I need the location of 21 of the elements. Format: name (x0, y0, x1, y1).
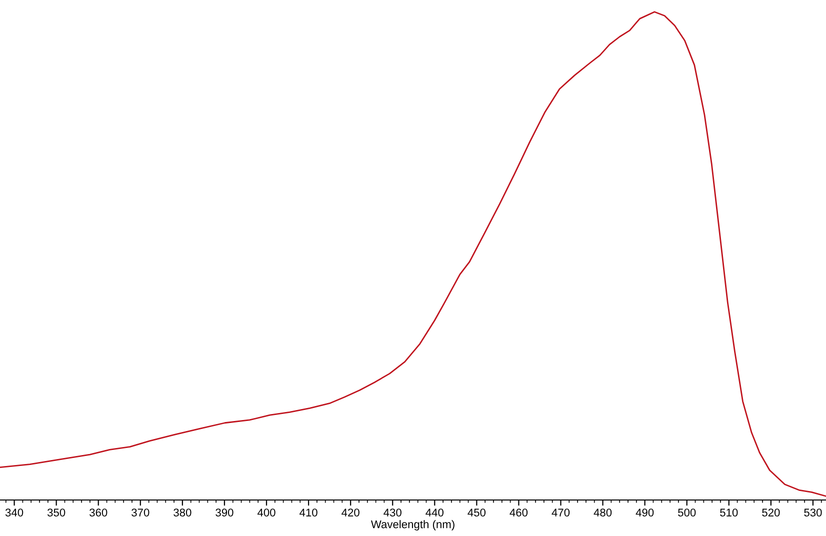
x-tick-label: 430 (384, 508, 402, 516)
x-tick-label: 410 (300, 508, 318, 516)
x-tick-label: 360 (90, 508, 108, 516)
x-tick-label: 510 (720, 508, 738, 516)
x-tick-label: 450 (468, 508, 486, 516)
x-tick-label: 480 (594, 508, 612, 516)
x-tick-label: 390 (216, 508, 234, 516)
x-tick-label: 470 (552, 508, 570, 516)
x-tick-label: 490 (636, 508, 654, 516)
x-tick-label: 460 (510, 508, 528, 516)
x-tick-label: 500 (678, 508, 696, 516)
x-tick-label: 520 (762, 508, 780, 516)
x-tick-label: 380 (174, 508, 192, 516)
x-tick-label: 530 (804, 508, 822, 516)
x-tick-label: 440 (426, 508, 444, 516)
x-tick-label: 350 (47, 508, 66, 516)
x-axis-title: Wavelength (nm) (370, 520, 454, 530)
x-tick-label: 340 (5, 508, 24, 516)
x-tick-label: 420 (342, 508, 360, 516)
x-tick-label: 400 (257, 508, 276, 516)
x-tick-label: 370 (132, 508, 150, 516)
